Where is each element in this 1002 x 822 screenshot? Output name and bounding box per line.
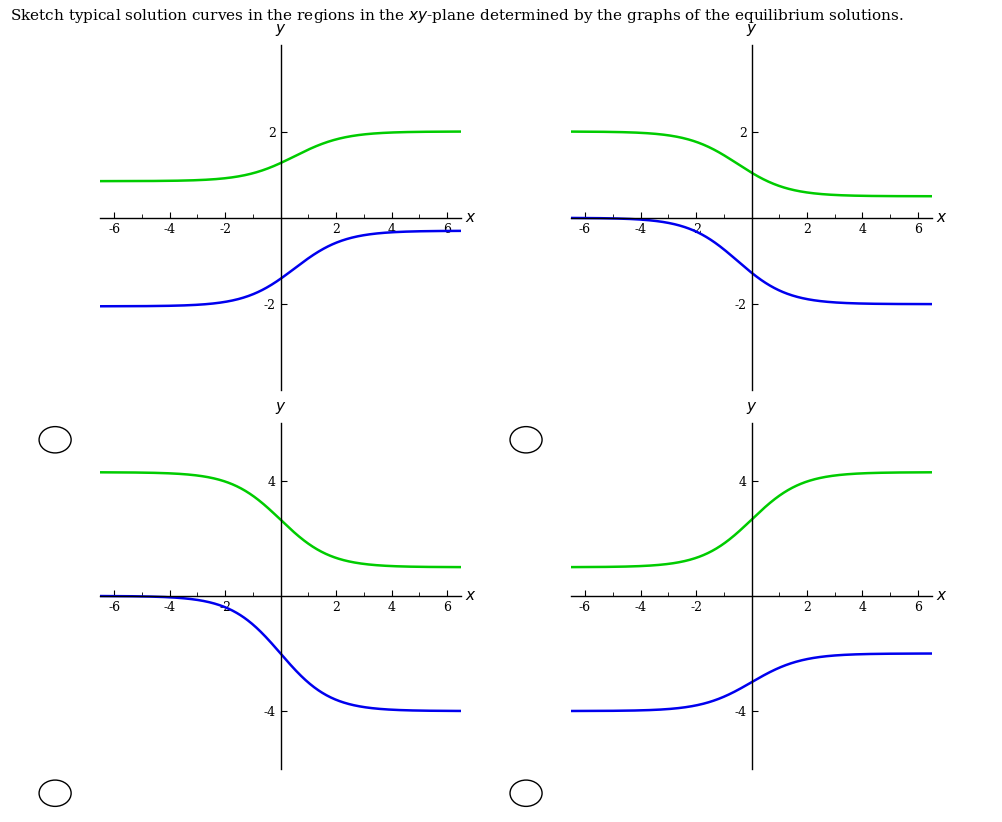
Text: Sketch typical solution curves in the regions in the $xy$-plane determined by th: Sketch typical solution curves in the re… bbox=[10, 7, 904, 25]
Text: $y$: $y$ bbox=[745, 400, 758, 417]
Text: $y$: $y$ bbox=[745, 22, 758, 39]
Text: $y$: $y$ bbox=[275, 400, 287, 417]
Text: $x$: $x$ bbox=[936, 210, 948, 225]
Text: $x$: $x$ bbox=[465, 589, 477, 603]
Text: $x$: $x$ bbox=[936, 589, 948, 603]
Text: $x$: $x$ bbox=[465, 210, 477, 225]
Text: $y$: $y$ bbox=[275, 22, 287, 39]
